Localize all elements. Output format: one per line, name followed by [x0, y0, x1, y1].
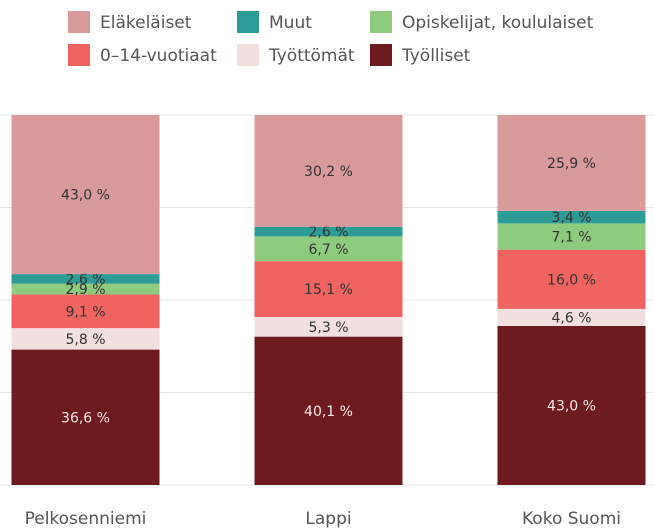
bar-segment	[497, 115, 646, 211]
legend-swatch	[68, 11, 90, 33]
value-label: 15,1 %	[304, 282, 353, 298]
bar-segment	[254, 115, 403, 227]
x-tick-label: Pelkosenniemi	[25, 509, 147, 529]
value-label: 2,9 %	[65, 282, 105, 298]
x-tick-label: Lappi	[305, 509, 351, 529]
bar-segment	[254, 317, 403, 337]
bar-segment	[497, 249, 646, 309]
bar-segment	[254, 226, 403, 237]
value-label: 7,1 %	[551, 230, 591, 246]
bar-segment	[11, 274, 160, 284]
bar-segment	[497, 308, 646, 326]
legend-label: Työlliset	[401, 46, 471, 66]
value-label: 16,0 %	[547, 272, 596, 288]
value-label: 2,6 %	[65, 272, 105, 288]
value-label: 43,0 %	[547, 398, 596, 414]
bar-segment	[11, 115, 160, 275]
bar-segment	[11, 294, 160, 329]
value-label: 4,6 %	[551, 310, 591, 326]
bar-segment	[497, 325, 646, 485]
value-label: 5,8 %	[65, 332, 105, 348]
value-label: 9,1 %	[65, 304, 105, 320]
bar-segment	[497, 210, 646, 224]
bar-segment	[11, 349, 160, 485]
bar-segment	[254, 236, 403, 262]
x-tick-label: Koko Suomi	[522, 509, 621, 529]
legend-label: 0–14-vuotiaat	[100, 46, 217, 66]
value-label: 30,2 %	[304, 164, 353, 180]
value-label: 43,0 %	[61, 188, 110, 204]
value-label: 40,1 %	[304, 404, 353, 420]
value-label: 6,7 %	[308, 242, 348, 258]
legend-label: Muut	[269, 13, 312, 33]
legend-label: Eläkeläiset	[100, 13, 192, 33]
legend-swatch	[68, 44, 90, 66]
legend-swatch	[370, 44, 392, 66]
value-label: 25,9 %	[547, 156, 596, 172]
legend-swatch	[237, 11, 259, 33]
legend-label: Opiskelijat, koululaiset	[402, 13, 594, 33]
bar-segment	[254, 336, 403, 485]
legend-swatch	[370, 11, 392, 33]
value-label: 3,4 %	[551, 210, 591, 226]
legend-swatch	[237, 44, 259, 66]
bar-segment	[11, 328, 160, 350]
value-label: 36,6 %	[61, 410, 110, 426]
bar-segment	[11, 283, 160, 295]
legend-label: Työttömät	[268, 46, 355, 66]
bar-segment	[497, 223, 646, 250]
value-label: 2,6 %	[308, 225, 348, 241]
bar-segment	[254, 261, 403, 318]
value-label: 5,3 %	[308, 320, 348, 336]
